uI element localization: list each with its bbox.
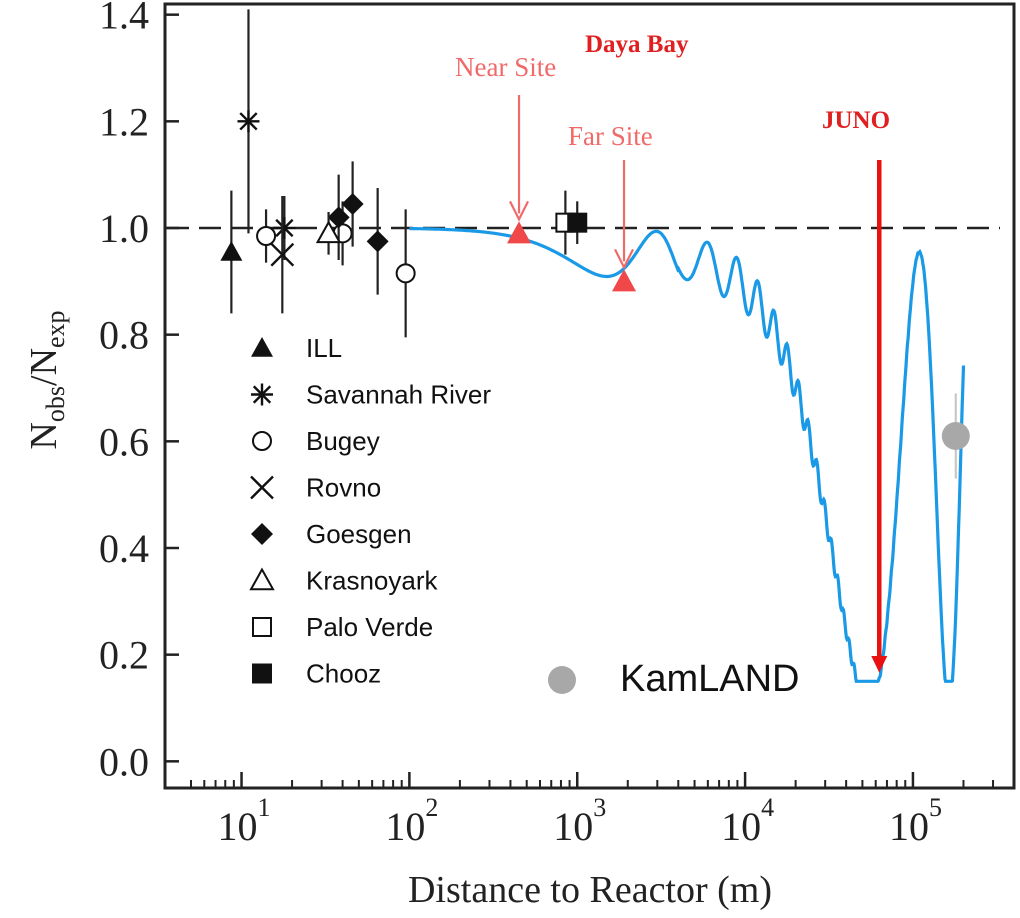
x-tick-label: 10: [721, 804, 761, 849]
savannah-river-point-stroke: [275, 218, 294, 238]
daya-bay-label: Daya Bay: [585, 31, 689, 58]
legend-marker-chooz: [252, 663, 272, 684]
legend-marker-palo-verde: [252, 617, 272, 637]
y-ticks: 0.0 0.2 0.4 0.6 0.8 1.0 1.2 1.4: [99, 0, 179, 784]
near-site-arrow-head: [509, 200, 530, 222]
near-site-label: Near Site: [455, 52, 556, 82]
y-tick-label: 1.4: [99, 0, 149, 38]
chooz-point: [567, 212, 588, 233]
x-axis-title: Distance to Reactor (m): [408, 869, 772, 911]
savannah-river-point: [237, 110, 260, 133]
oscillation-curve: [409, 226, 966, 683]
y-title-sep: /N: [23, 348, 65, 386]
savannah-river-point-stroke: [239, 112, 258, 131]
x-tick-label: 10: [385, 804, 425, 849]
far-site-arrow-head: [614, 248, 635, 270]
x-tick-label: 10: [553, 804, 593, 849]
x-tick-exponent: 4: [761, 793, 774, 822]
legend-marker-rovno-stroke: [250, 475, 274, 500]
legend-label-bugey: Bugey: [306, 426, 380, 456]
legend-label-savannah-river: Savannah River: [306, 380, 491, 410]
y-tick-label: 0.4: [99, 526, 149, 571]
y-title-sub2: exp: [41, 310, 70, 348]
legend-label-krasnoyark: Krasnoyark: [306, 566, 438, 596]
legend-label-ill: ILL: [306, 333, 342, 363]
y-tick-label: 0.2: [99, 633, 149, 678]
rovno-point-stroke: [270, 242, 295, 267]
bugey-point: [395, 263, 416, 284]
legend-marker-rovno: [250, 475, 274, 500]
savannah-river-point: [273, 217, 296, 239]
bugey-point: [256, 226, 277, 246]
far-site-label: Far Site: [568, 121, 653, 151]
juno-label: JUNO: [822, 107, 890, 134]
goesgen-point: [327, 206, 350, 229]
y-tick-label: 1.0: [99, 206, 149, 251]
legend-marker-savannah-river-stroke: [252, 385, 272, 404]
daya-bay-point: [612, 269, 637, 292]
goesgen-point: [341, 193, 364, 215]
annotations: Daya Bay Near Site Far Site JUNO: [455, 31, 890, 673]
x-tick-exponent: 5: [929, 793, 942, 822]
x-tick-exponent: 2: [425, 793, 438, 822]
legend-marker-savannah-river: [251, 383, 273, 406]
x-ticks: 10 1 10 2 10 3 10 4 10 5: [190, 772, 995, 849]
legend-label-palo-verde: Palo Verde: [306, 612, 433, 642]
legend-marker-kamland: [548, 666, 576, 694]
legend-label-rovno: Rovno: [306, 473, 381, 503]
annotation-arrows: [509, 95, 888, 673]
juno-arrow-head: [871, 656, 888, 673]
x-tick-label: 10: [218, 804, 258, 849]
krasnoyark-point: [315, 220, 342, 244]
y-tick-label: 0.8: [99, 313, 149, 358]
daya-bay-point: [507, 221, 532, 244]
y-tick-label: 0.0: [99, 739, 149, 784]
ill-point: [220, 241, 243, 261]
legend-marker-goesgen: [251, 523, 273, 545]
rovno-point: [270, 242, 295, 267]
goesgen-point: [366, 230, 389, 253]
kamland-label: KamLAND: [620, 658, 800, 700]
y-axis-title: Nobs/Nexp: [23, 310, 70, 449]
plot-frame: [163, 2, 1016, 790]
legend: ILL Savannah River Bugey Rovno Goesgen Krasno…: [249, 333, 576, 694]
data-points: [220, 9, 970, 479]
kamland-point: [941, 422, 970, 450]
x-tick-label: 10: [889, 804, 929, 849]
x-tick-exponent: 3: [593, 793, 606, 822]
legend-marker-krasnoyark: [249, 567, 275, 591]
legend-marker-ill: [251, 337, 273, 357]
y-title-n: N: [23, 422, 65, 449]
y-title-sub1: obs: [41, 386, 70, 422]
y-tick-label: 1.2: [99, 99, 149, 144]
legend-marker-bugey: [252, 431, 272, 451]
y-tick-label: 0.6: [99, 419, 149, 464]
legend-label-chooz: Chooz: [306, 659, 381, 689]
x-tick-exponent: 1: [258, 793, 271, 822]
legend-label-goesgen: Goesgen: [306, 519, 412, 549]
